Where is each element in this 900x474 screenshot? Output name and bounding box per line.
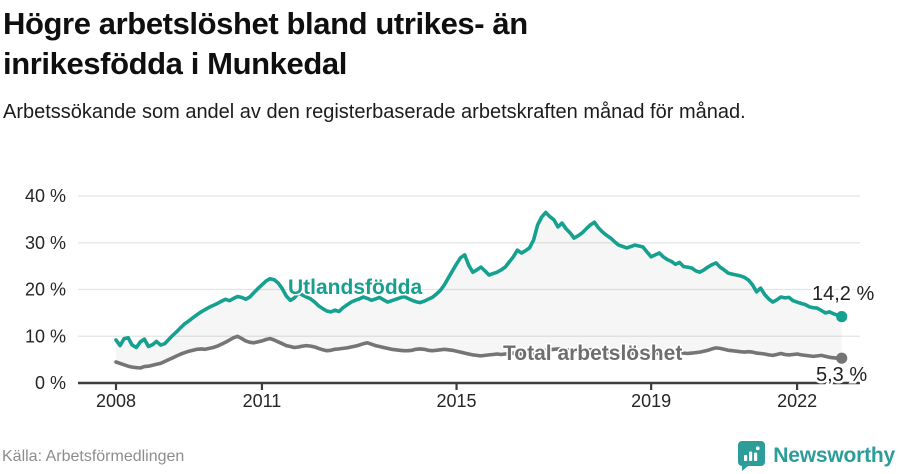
bar-small — [744, 455, 748, 461]
y-tick-label: 20 % — [25, 280, 66, 300]
brand-name: Newsworthy — [773, 443, 895, 467]
series-label-utlandsfodda: Utlandsfödda — [288, 276, 422, 299]
y-tick-label: 0 % — [35, 373, 66, 393]
fill-between-series — [116, 212, 842, 368]
newsworthy-chart-bubble-icon — [738, 441, 766, 471]
y-tick-label: 10 % — [25, 326, 66, 346]
series-end-dot-total — [836, 352, 848, 364]
exclamation-dot — [756, 446, 760, 451]
newsworthy-logo: Newsworthy — [737, 440, 895, 471]
x-tick-label: 2019 — [631, 391, 671, 411]
end-value-label-utlandsfodda: 14,2 % — [812, 283, 874, 305]
series-label-total: Total arbetslöshet — [503, 342, 682, 365]
x-tick-label: 2022 — [777, 391, 817, 411]
bar-tall — [754, 452, 758, 461]
x-tick-label: 2011 — [243, 391, 282, 411]
source-credit: Källa: Arbetsförmedlingen — [2, 448, 185, 465]
x-tick-label: 2008 — [96, 391, 136, 411]
end-value-label-total: 5,3 % — [816, 364, 867, 386]
y-tick-label: 40 % — [25, 186, 66, 206]
chart-subtitle: Arbetssökande som andel av den registerb… — [3, 101, 746, 123]
series-line-utlandsfodda — [114, 210, 844, 350]
bar-medium — [749, 451, 753, 461]
y-tick-label: 30 % — [25, 233, 66, 253]
page-title: Högre arbetslöshet bland utrikes- än inr… — [3, 6, 528, 81]
series-end-dot-utlandsfodda — [836, 311, 848, 323]
x-tick-label: 2015 — [437, 391, 477, 411]
series-line-total — [114, 334, 844, 370]
